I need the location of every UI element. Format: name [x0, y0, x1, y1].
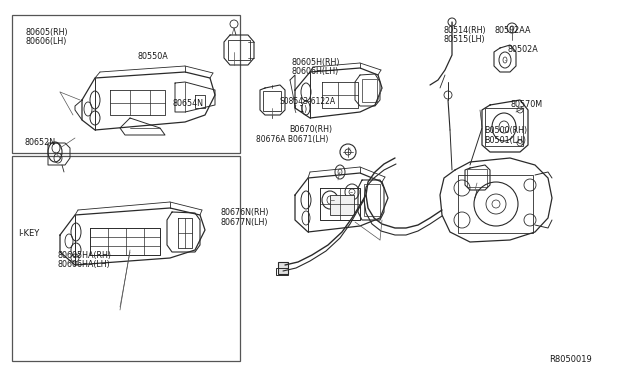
- Text: S08543-6122A: S08543-6122A: [280, 97, 336, 106]
- Bar: [263, 91, 281, 111]
- Text: 80605HA(RH): 80605HA(RH): [58, 251, 111, 260]
- Text: 80654N: 80654N: [173, 99, 204, 108]
- Bar: [485, 108, 523, 146]
- Text: 80677N(LH): 80677N(LH): [221, 218, 268, 227]
- Text: ( 1): ( 1): [294, 105, 308, 114]
- Text: 80652N: 80652N: [24, 138, 56, 147]
- Text: B0500(RH): B0500(RH): [484, 126, 527, 135]
- Text: 80550A: 80550A: [138, 52, 168, 61]
- Text: 80515(LH): 80515(LH): [444, 35, 485, 44]
- Bar: [12, 15, 240, 153]
- Text: 80502AA: 80502AA: [495, 26, 531, 35]
- Text: 80502A: 80502A: [508, 45, 538, 54]
- Text: 80606H(LH): 80606H(LH): [291, 67, 339, 76]
- Bar: [458, 175, 533, 233]
- Bar: [276, 268, 288, 275]
- Bar: [278, 262, 288, 274]
- Bar: [364, 184, 380, 216]
- Text: R8050019: R8050019: [549, 355, 592, 364]
- Bar: [330, 195, 354, 215]
- Bar: [228, 40, 250, 60]
- Text: 80606HA(LH): 80606HA(LH): [58, 260, 110, 269]
- Bar: [467, 169, 487, 187]
- Text: 80676A B0671(LH): 80676A B0671(LH): [256, 135, 328, 144]
- Text: I-KEY: I-KEY: [18, 229, 39, 238]
- Bar: [12, 156, 240, 361]
- Text: 80676N(RH): 80676N(RH): [221, 208, 269, 217]
- Text: 80514(RH): 80514(RH): [444, 26, 486, 35]
- Text: 80570M: 80570M: [511, 100, 543, 109]
- Text: 80606(LH): 80606(LH): [26, 37, 67, 46]
- Text: B0670(RH): B0670(RH): [289, 125, 332, 134]
- Text: 80605H(RH): 80605H(RH): [291, 58, 340, 67]
- Text: B0501(LH): B0501(LH): [484, 136, 527, 145]
- Text: 80605(RH): 80605(RH): [26, 28, 68, 37]
- Bar: [362, 79, 377, 102]
